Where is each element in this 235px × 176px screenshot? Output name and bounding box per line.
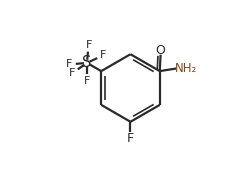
Text: F: F — [85, 40, 92, 50]
Text: F: F — [84, 76, 90, 86]
Text: F: F — [69, 68, 75, 78]
Text: O: O — [156, 44, 165, 57]
Text: S: S — [82, 55, 92, 70]
Text: NH₂: NH₂ — [175, 62, 197, 75]
Text: F: F — [127, 132, 134, 145]
Text: F: F — [66, 59, 72, 70]
Text: F: F — [100, 50, 107, 60]
